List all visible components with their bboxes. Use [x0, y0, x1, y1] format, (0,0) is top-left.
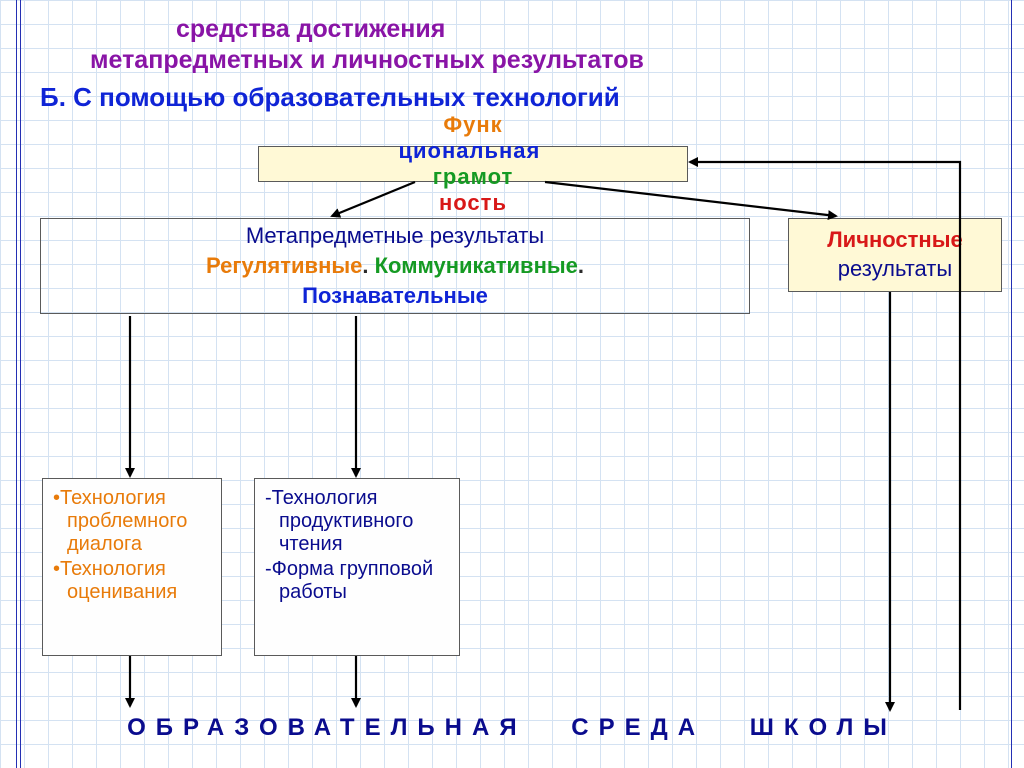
title-line1: средства достижения [90, 15, 445, 43]
personal-results-box: Личностныерезультаты [788, 218, 1002, 292]
technology-box-1: •Технология проблемного диалога•Технолог… [42, 478, 222, 656]
technology-box-2: -Технология продуктивного чтения-Форма г… [254, 478, 460, 656]
footer-text: ОБРАЗОВАТЕЛЬНАЯ СРЕДА ШКОЛЫ [0, 714, 1024, 742]
metasubject-results-box: Метапредметные результатыРегулятивные. К… [40, 218, 750, 314]
title-line2: метапредметных и личностных результатов [90, 46, 644, 74]
subtitle: Б. С помощью образовательных технологий [40, 82, 980, 113]
main-title: средства достижения метапредметных и лич… [90, 14, 970, 77]
functional-literacy-box: Функциональная грамотность [258, 146, 688, 182]
left-double-rule [16, 0, 20, 768]
right-rule [1011, 0, 1012, 768]
